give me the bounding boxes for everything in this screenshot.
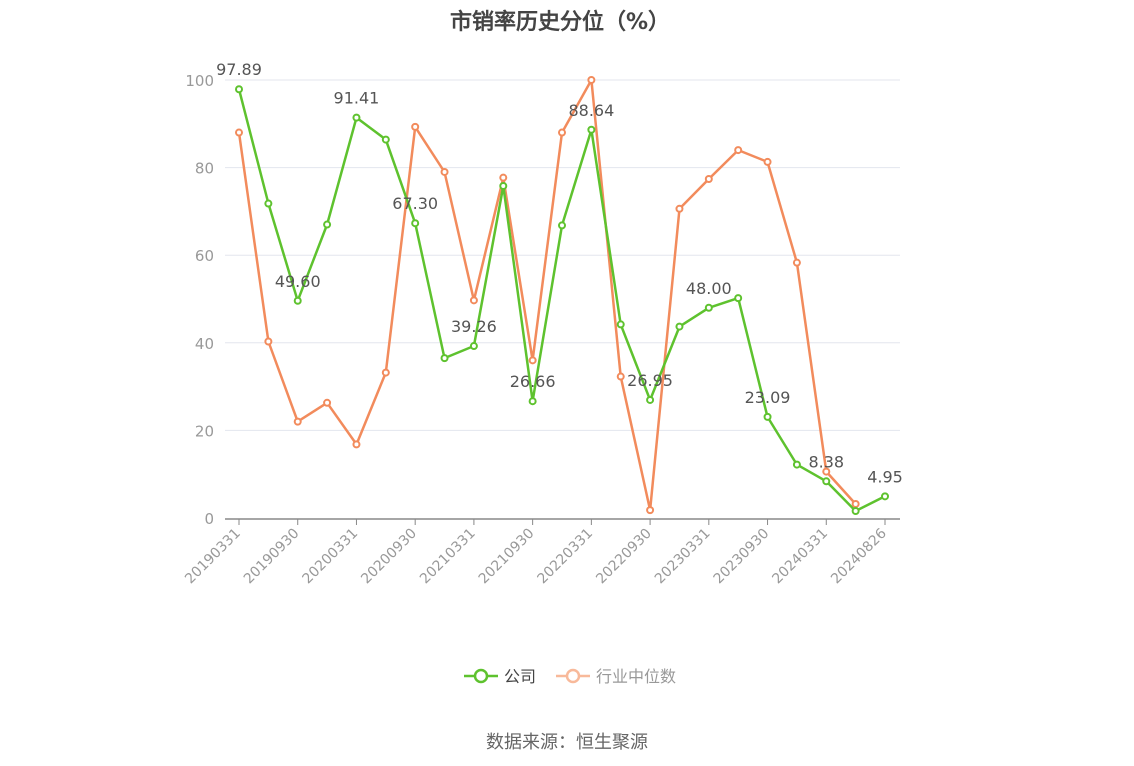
data-point bbox=[763, 157, 772, 166]
data-point bbox=[851, 506, 860, 515]
data-point bbox=[528, 356, 537, 365]
x-tick-label: 20190331 bbox=[182, 526, 244, 588]
data-point bbox=[235, 85, 243, 94]
data-point bbox=[734, 294, 743, 303]
data-point bbox=[792, 258, 801, 267]
x-tick-label: 20230930 bbox=[711, 526, 773, 588]
x-tick-label: 20240331 bbox=[769, 526, 831, 588]
data-point bbox=[352, 113, 361, 122]
data-point bbox=[704, 174, 713, 183]
source-note: 数据来源：恒生聚源 bbox=[486, 732, 648, 753]
data-point bbox=[293, 296, 302, 305]
data-point bbox=[469, 342, 478, 351]
x-tick-label: 20200331 bbox=[300, 526, 362, 588]
data-label: 67.30 bbox=[392, 194, 438, 213]
x-tick-label: 20210331 bbox=[417, 526, 479, 588]
data-label: 48.00 bbox=[686, 279, 732, 298]
data-point bbox=[675, 204, 684, 213]
data-point bbox=[235, 128, 243, 137]
chart-title: 市销率历史分位（%） bbox=[449, 10, 671, 35]
series-line bbox=[237, 78, 857, 512]
series-points bbox=[235, 76, 889, 515]
x-tick-label: 20230331 bbox=[652, 526, 714, 588]
data-point bbox=[616, 372, 625, 381]
legend-item[interactable]: 行业中位数 bbox=[556, 667, 676, 686]
data-point bbox=[704, 303, 713, 312]
legend-item[interactable]: 公司 bbox=[464, 667, 536, 686]
y-tick-label: 60 bbox=[195, 247, 214, 265]
data-point bbox=[440, 167, 449, 176]
legend[interactable]: 公司 行业中位数 bbox=[464, 667, 676, 686]
x-axis: 2019033120190930202003312020093020210331… bbox=[182, 518, 900, 588]
y-tick-label: 80 bbox=[195, 160, 214, 178]
data-point bbox=[587, 76, 596, 84]
data-label: 26.66 bbox=[510, 372, 556, 391]
data-label: 4.95 bbox=[867, 467, 903, 486]
data-point bbox=[499, 173, 508, 182]
data-point bbox=[264, 337, 273, 346]
data-point bbox=[558, 128, 566, 137]
data-label: 23.09 bbox=[745, 388, 791, 407]
data-label: 49.60 bbox=[275, 272, 321, 291]
x-tick-label: 20240826 bbox=[828, 525, 890, 587]
legend-label: 公司 bbox=[504, 667, 536, 686]
data-point bbox=[558, 221, 566, 230]
data-point bbox=[264, 199, 273, 208]
data-point bbox=[352, 440, 361, 449]
data-point bbox=[763, 412, 772, 421]
data-point bbox=[881, 492, 889, 501]
data-label: 97.89 bbox=[216, 60, 262, 79]
data-point bbox=[528, 397, 537, 406]
y-tick-label: 0 bbox=[204, 510, 214, 528]
legend-marker bbox=[473, 668, 489, 684]
x-tick-label: 20220930 bbox=[593, 526, 655, 588]
data-point bbox=[851, 499, 860, 508]
x-tick-label: 20220331 bbox=[534, 526, 596, 588]
data-labels: 97.89 49.60 91.41 67.30 39.26 26.66 88.64 26.95… bbox=[216, 60, 903, 486]
legend-label: 行业中位数 bbox=[596, 667, 676, 686]
y-axis-ticks: 0 20 40 60 80 100 bbox=[185, 72, 214, 528]
data-point bbox=[792, 460, 801, 469]
data-point bbox=[411, 219, 420, 228]
data-point bbox=[587, 125, 596, 134]
data-point bbox=[646, 395, 655, 404]
data-point bbox=[411, 122, 420, 131]
series-line bbox=[237, 88, 886, 513]
data-point bbox=[822, 477, 831, 486]
legend-marker bbox=[565, 668, 581, 684]
data-point bbox=[323, 220, 332, 229]
data-point bbox=[499, 181, 508, 190]
data-point bbox=[675, 322, 684, 331]
x-tick-label: 20210930 bbox=[476, 526, 538, 588]
y-tick-label: 100 bbox=[185, 72, 214, 90]
data-point bbox=[734, 146, 743, 155]
y-tick-label: 20 bbox=[195, 422, 214, 440]
data-point bbox=[440, 354, 449, 363]
data-point bbox=[293, 417, 302, 426]
series-lines bbox=[237, 78, 886, 513]
data-point bbox=[381, 135, 390, 144]
data-point bbox=[616, 320, 625, 329]
data-point bbox=[646, 506, 655, 515]
y-tick-label: 40 bbox=[195, 335, 214, 353]
x-tick-label: 20190930 bbox=[241, 526, 303, 588]
data-label: 39.26 bbox=[451, 317, 497, 336]
data-point bbox=[323, 398, 332, 407]
data-label: 26.95 bbox=[627, 371, 673, 390]
gridlines bbox=[225, 79, 900, 431]
x-tick-label: 20200930 bbox=[358, 526, 420, 588]
data-label: 8.38 bbox=[808, 452, 844, 471]
data-point bbox=[822, 467, 831, 476]
data-point bbox=[381, 368, 390, 377]
data-label: 91.41 bbox=[334, 89, 380, 108]
data-point bbox=[469, 296, 478, 305]
data-label: 88.64 bbox=[568, 101, 614, 120]
